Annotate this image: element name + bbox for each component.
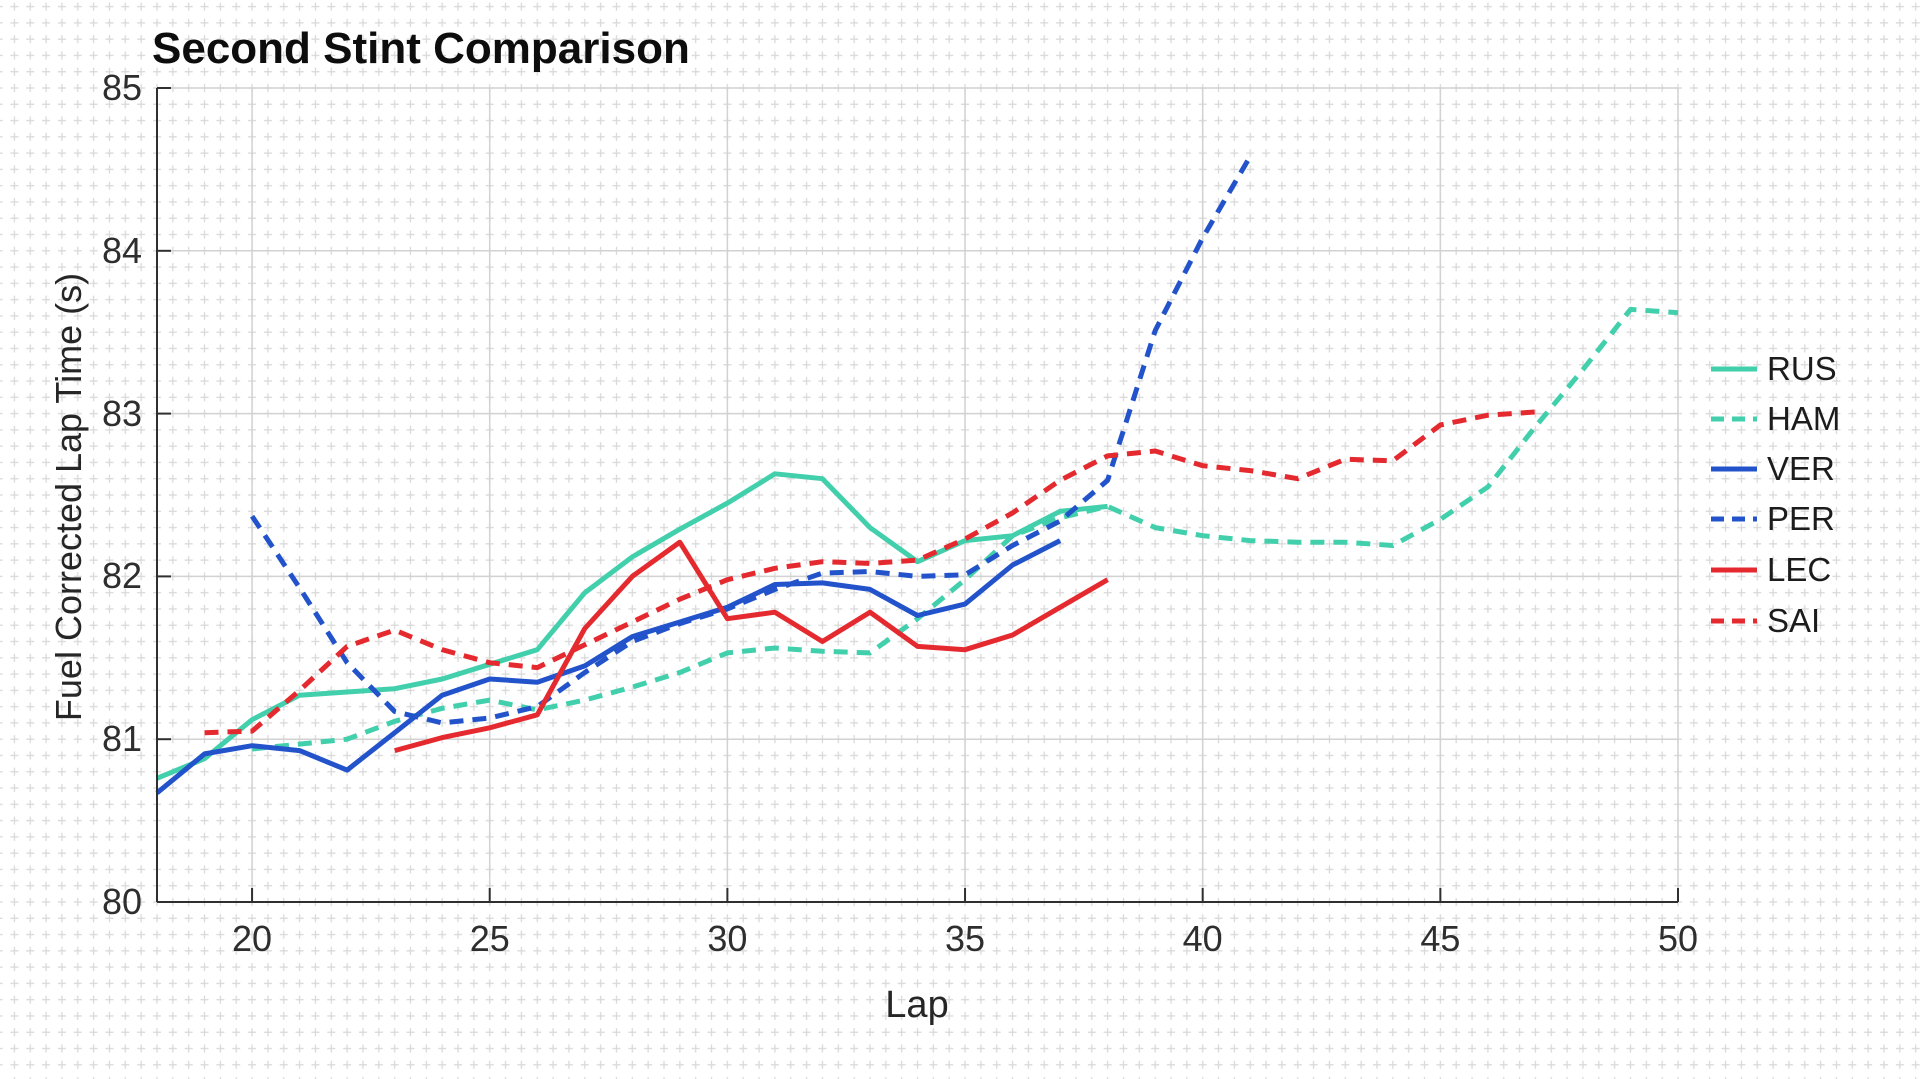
- x-tick-label: 35: [945, 918, 986, 959]
- legend-label: PER: [1767, 500, 1835, 537]
- x-tick-label: 50: [1657, 918, 1699, 959]
- y-tick-label: 80: [101, 881, 142, 922]
- series-line-per: [250, 155, 1253, 726]
- x-tick-label: 40: [1182, 918, 1223, 959]
- legend-item-ham: HAM: [1710, 400, 1840, 438]
- y-axis-label: Fuel Corrected Lap Time (s): [48, 272, 89, 722]
- x-axis-label: Lap: [885, 984, 949, 1026]
- series-line-ver: [155, 538, 1062, 795]
- legend-item-rus: RUS: [1710, 350, 1837, 388]
- x-tick-label: 20: [232, 918, 273, 959]
- y-tick-label: 85: [101, 67, 142, 108]
- series-line-lec: [394, 539, 1109, 754]
- legend-line-icon: [1711, 466, 1757, 472]
- x-tick-label: 45: [1420, 918, 1461, 959]
- y-tick-label: 83: [101, 392, 142, 434]
- legend-item-per: PER: [1710, 500, 1835, 538]
- series-line-sai: [204, 409, 1536, 736]
- axes-spines-and-ticks: [156, 87, 1679, 903]
- legend-line-icon: [1711, 516, 1757, 522]
- x-tick-label: 25: [469, 918, 510, 959]
- legend-line-icon: [1711, 366, 1757, 372]
- legend-line-icon: [1711, 567, 1757, 573]
- y-tick-label: 84: [101, 229, 142, 271]
- y-tick-label: 82: [101, 555, 142, 597]
- legend-item-lec: LEC: [1710, 551, 1831, 589]
- legend-item-ver: VER: [1710, 450, 1835, 488]
- legend-item-sai: SAI: [1710, 602, 1820, 640]
- x-tick-label: 30: [707, 918, 748, 959]
- legend-label: RUS: [1767, 350, 1837, 387]
- legend: RUS HAM VER PER LEC: [1710, 0, 1910, 1079]
- y-tick-label: 81: [101, 718, 142, 760]
- series-lines: [155, 155, 1679, 795]
- legend-line-icon: [1711, 618, 1757, 624]
- legend-line-icon: [1711, 416, 1757, 422]
- legend-label: SAI: [1767, 602, 1821, 639]
- series-line-ham: [251, 306, 1679, 752]
- legend-label: HAM: [1767, 400, 1841, 437]
- legend-label: VER: [1767, 450, 1835, 487]
- chart-title: Second Stint Comparison: [152, 24, 690, 73]
- legend-label: LEC: [1767, 551, 1832, 588]
